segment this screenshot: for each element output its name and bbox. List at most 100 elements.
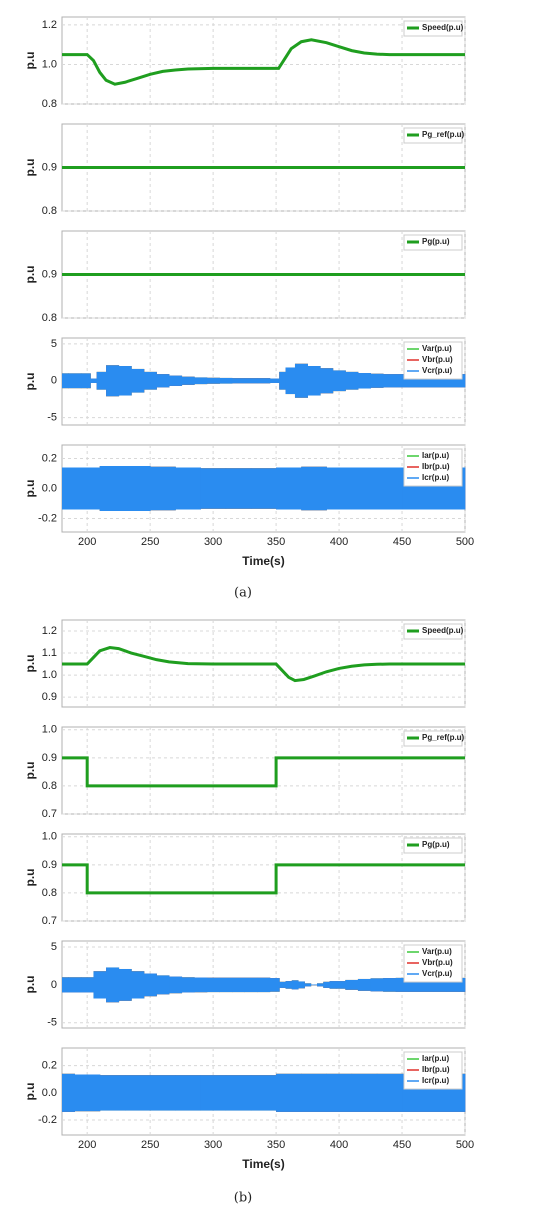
x-tick-label: 300	[204, 536, 222, 548]
envelope-band	[370, 373, 384, 388]
y-tick-label: -5	[47, 412, 57, 424]
line	[62, 646, 465, 683]
envelope-band	[307, 366, 321, 396]
envelope-band	[301, 466, 327, 511]
y-axis-label: p.u	[23, 762, 37, 780]
envelope-band	[106, 365, 120, 397]
plot-area	[61, 16, 466, 105]
envelope-band	[310, 984, 318, 986]
envelope-band	[181, 977, 195, 993]
envelope-band	[219, 977, 233, 993]
panel: 0.7 0.8 0.9 1.0 p.u Pg(p.u)	[23, 831, 466, 927]
x-tick-label: 350	[267, 1139, 285, 1151]
envelope-band	[99, 466, 126, 511]
y-axis-label: p.u	[23, 1083, 37, 1101]
legend	[403, 837, 463, 854]
envelope-band	[150, 1075, 176, 1111]
y-tick-label: 5	[51, 338, 57, 350]
envelope-band	[68, 977, 82, 993]
y-tick-label: -5	[47, 1017, 57, 1029]
legend-label: Iar(p.u)	[422, 1054, 449, 1063]
legend-label: Vcr(p.u)	[422, 969, 453, 978]
envelope-band	[219, 377, 233, 384]
envelope-band	[269, 978, 280, 992]
x-axis-label: Time(s)	[242, 554, 284, 568]
x-tick-label: 300	[204, 1139, 222, 1151]
y-tick-label: 0.0	[42, 482, 57, 494]
envelope-band	[298, 981, 305, 989]
y-tick-label: 1.0	[42, 58, 57, 70]
x-tick-label: 250	[141, 1139, 159, 1151]
envelope-band	[93, 971, 107, 999]
envelope-band	[96, 371, 107, 390]
envelope-band	[276, 467, 302, 510]
envelope-band	[326, 1073, 353, 1112]
envelope-band	[90, 378, 98, 383]
envelope-band	[376, 467, 403, 510]
envelope-band	[80, 977, 94, 993]
envelope-band	[225, 1075, 252, 1111]
x-axis-label: Time(s)	[242, 1157, 284, 1171]
plot-area	[61, 726, 466, 815]
x-tick-label: 400	[330, 536, 348, 548]
y-axis-label: p.u	[23, 869, 37, 887]
y-axis-label: p.u	[23, 655, 37, 673]
envelope-band	[169, 375, 183, 386]
y-axis-label: p.u	[23, 52, 37, 70]
envelope-band	[376, 1073, 403, 1112]
y-axis-label: p.u	[23, 159, 37, 177]
y-tick-label: 0.9	[42, 859, 57, 871]
envelope-band	[106, 967, 120, 1003]
y-tick-label: 0.8	[42, 98, 57, 110]
panel: 0.9 1.0 1.1 1.2 p.u Speed(p.u)	[23, 619, 466, 708]
y-tick-label: 0.9	[42, 161, 57, 173]
envelope-band	[181, 376, 195, 385]
panel: -5 0 5 p.u Var(p.u) Vbr(p.u) Vcr(p.u)	[23, 337, 466, 426]
legend-label: Icr(p.u)	[422, 1076, 449, 1085]
envelope-band	[62, 1073, 75, 1112]
legend	[403, 623, 463, 640]
envelope-band	[118, 968, 132, 1001]
envelope-band	[250, 468, 277, 509]
y-tick-label: -0.2	[38, 1114, 57, 1126]
envelope-band	[62, 977, 69, 993]
x-tick-label: 400	[330, 1139, 348, 1151]
envelope-band	[357, 978, 371, 991]
x-tick-label: 350	[267, 536, 285, 548]
y-tick-label: 0.2	[42, 452, 57, 464]
envelope-band	[80, 373, 91, 389]
legend	[403, 234, 463, 251]
envelope-band	[345, 371, 359, 390]
envelope-band	[317, 983, 324, 987]
envelope-band	[200, 468, 227, 509]
envelope-band	[124, 1075, 151, 1111]
caption: (a)	[234, 586, 252, 601]
envelope-band	[156, 975, 170, 995]
legend-label: Vbr(p.u)	[422, 355, 453, 364]
panel: 0.8 1.0 1.2 p.u Speed(p.u)	[23, 16, 466, 110]
envelope-band	[326, 467, 353, 510]
envelope-band	[383, 978, 397, 992]
line	[62, 756, 465, 788]
legend-label: Vcr(p.u)	[422, 366, 453, 375]
y-axis-label: p.u	[23, 266, 37, 284]
y-tick-label: 0.8	[42, 312, 57, 324]
legend-label: Ibr(p.u)	[422, 1065, 450, 1074]
x-tick-label: 500	[456, 536, 474, 548]
envelope-band	[206, 377, 220, 384]
legend-label: Icr(p.u)	[422, 473, 449, 482]
legend	[403, 730, 463, 747]
plot-area	[61, 833, 466, 922]
y-tick-label: 0.7	[42, 808, 57, 820]
envelope-band	[143, 973, 157, 997]
y-axis-label: p.u	[23, 976, 37, 994]
envelope-band	[206, 977, 220, 993]
y-tick-label: 0.2	[42, 1060, 57, 1072]
line	[62, 38, 465, 86]
y-tick-label: 0.7	[42, 915, 57, 927]
y-axis-label: p.u	[23, 480, 37, 498]
envelope-band	[143, 371, 157, 390]
envelope-band	[279, 371, 286, 390]
envelope-band	[329, 981, 337, 989]
